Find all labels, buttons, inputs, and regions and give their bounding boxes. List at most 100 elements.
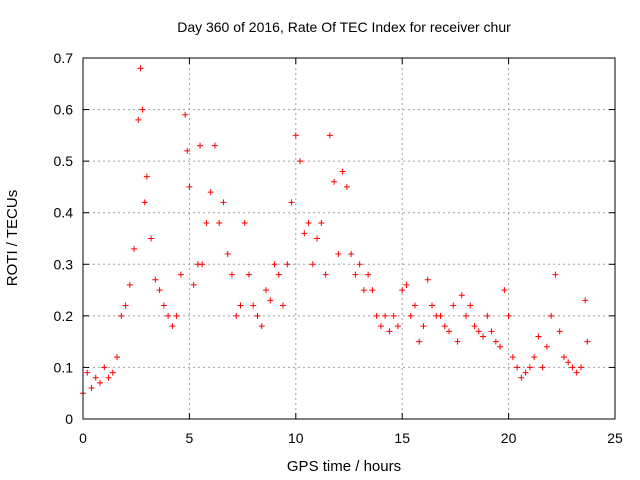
data-point [216, 220, 223, 227]
y-ticks: 0 0.1 0.2 0.3 0.4 0.5 0.6 0.7 [54, 50, 615, 427]
x-tick-label: 25 [607, 430, 623, 446]
data-point [271, 261, 278, 268]
x-tick-label: 20 [501, 430, 517, 446]
data-point [514, 364, 521, 371]
data-point [446, 328, 453, 335]
data-point [509, 354, 516, 361]
data-point [101, 364, 108, 371]
y-tick-label: 0.1 [54, 359, 74, 375]
data-point [237, 302, 244, 309]
y-tick-label: 0.6 [54, 102, 74, 118]
x-ticks: 0 5 10 15 20 25 [79, 58, 623, 446]
data-point [84, 369, 91, 376]
data-point [169, 323, 176, 330]
data-point [314, 235, 321, 242]
data-point [441, 323, 448, 330]
data-point [343, 183, 350, 190]
data-point [156, 287, 163, 294]
data-point [552, 271, 559, 278]
data-point [335, 250, 342, 257]
y-tick-label: 0.5 [54, 153, 74, 169]
data-point [109, 369, 116, 376]
data-point [522, 369, 529, 376]
data-point [197, 142, 204, 149]
data-point [141, 199, 148, 206]
data-point [160, 302, 167, 309]
data-point [275, 271, 282, 278]
data-point [131, 245, 138, 252]
data-point [356, 261, 363, 268]
data-point [122, 302, 129, 309]
data-point [420, 323, 427, 330]
data-point [428, 302, 435, 309]
data-point [233, 312, 240, 319]
data-point [186, 183, 193, 190]
x-tick-label: 0 [79, 430, 87, 446]
x-tick-label: 10 [288, 430, 304, 446]
data-point [458, 292, 465, 299]
data-point [309, 261, 316, 268]
data-point [437, 312, 444, 319]
data-point [539, 364, 546, 371]
y-axis-label: ROTI / TECUs [4, 190, 21, 286]
data-point [365, 271, 372, 278]
data-point [292, 132, 299, 139]
data-point [450, 302, 457, 309]
data-point [560, 354, 567, 361]
data-point [301, 230, 308, 237]
chart-title: Day 360 of 2016, Rate Of TEC Index for r… [177, 19, 511, 35]
data-point [467, 302, 474, 309]
data-point [331, 178, 338, 185]
data-point [284, 261, 291, 268]
data-point [369, 287, 376, 294]
data-point [475, 328, 482, 335]
data-point [326, 132, 333, 139]
data-point [471, 323, 478, 330]
data-point [488, 328, 495, 335]
y-tick-label: 0.7 [54, 50, 74, 66]
data-point [548, 312, 555, 319]
data-point [280, 302, 287, 309]
data-point [565, 359, 572, 366]
data-point [454, 338, 461, 345]
data-point [339, 168, 346, 175]
data-point [207, 189, 214, 196]
data-point [492, 338, 499, 345]
grid-lines [83, 58, 615, 419]
data-point [584, 338, 591, 345]
data-point [105, 374, 112, 381]
data-point [263, 287, 270, 294]
data-point [114, 354, 121, 361]
y-tick-label: 0 [65, 411, 73, 427]
data-point [318, 220, 325, 227]
data-point [348, 250, 355, 257]
data-point [407, 312, 414, 319]
data-point [484, 312, 491, 319]
data-point [416, 338, 423, 345]
data-point [139, 106, 146, 113]
data-point [190, 281, 197, 288]
data-point [386, 328, 393, 335]
data-point [88, 385, 95, 392]
data-points [80, 65, 591, 397]
data-point [241, 220, 248, 227]
data-point [535, 333, 542, 340]
data-point [211, 142, 218, 149]
data-point [411, 302, 418, 309]
data-point [305, 220, 312, 227]
data-point [173, 312, 180, 319]
data-point [184, 147, 191, 154]
data-point [203, 220, 210, 227]
data-point [577, 364, 584, 371]
data-point [377, 323, 384, 330]
data-point [258, 323, 265, 330]
data-point [403, 281, 410, 288]
data-point [165, 312, 172, 319]
data-point [126, 281, 133, 288]
data-point [137, 65, 144, 72]
x-axis-label: GPS time / hours [287, 458, 401, 475]
data-point [480, 333, 487, 340]
data-point [224, 250, 231, 257]
data-point [267, 297, 274, 304]
data-point [92, 374, 99, 381]
